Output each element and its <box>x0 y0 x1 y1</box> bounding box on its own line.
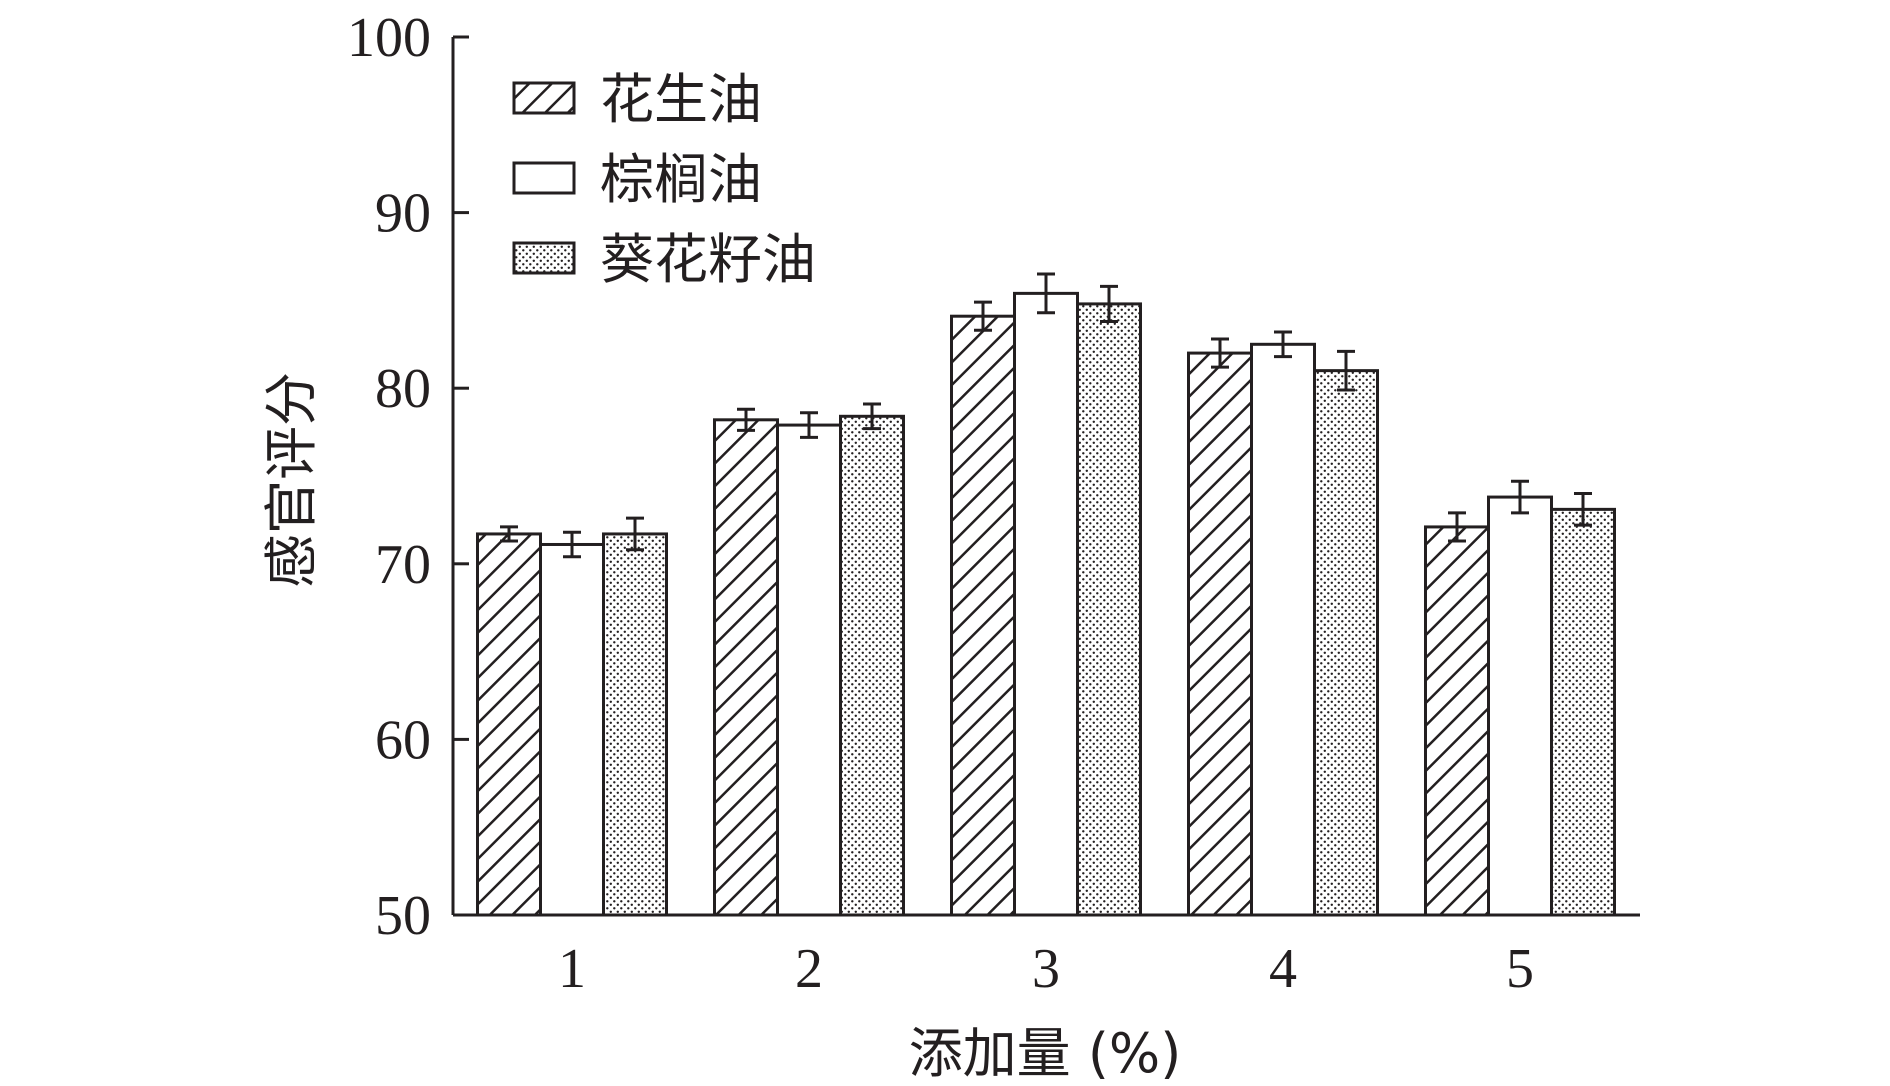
bar-sunflower-oil <box>1076 302 1142 917</box>
x-tick-label: 2 <box>795 938 823 1000</box>
y-tick-label: 70 <box>375 534 431 596</box>
legend-label-sunflower-oil: 葵花籽油 <box>600 228 816 291</box>
bar-sunflower-oil <box>602 532 668 917</box>
bar-palm-oil <box>1013 291 1079 917</box>
bar-peanut-oil <box>1187 351 1253 917</box>
legend-item-sunflower-oil: 葵花籽油 <box>512 228 816 291</box>
bar-sunflower-oil <box>1550 507 1616 917</box>
bar-palm-oil <box>776 423 842 917</box>
plot-area: 50 60 70 80 90 100 1 2 3 4 5 <box>347 7 1640 1000</box>
legend-swatch-peanut-oil <box>512 81 576 115</box>
bar-peanut-oil <box>1424 525 1490 917</box>
x-tick-label: 1 <box>558 938 586 1000</box>
x-tick-label: 3 <box>1032 938 1060 1000</box>
legend-swatch-palm-oil <box>512 161 576 195</box>
bar-palm-oil <box>1250 342 1316 917</box>
bar-palm-oil <box>539 542 605 917</box>
y-tick-label: 90 <box>375 183 431 245</box>
y-tick-label: 60 <box>375 709 431 771</box>
x-tick-label: 4 <box>1269 938 1297 1000</box>
legend-item-palm-oil: 棕榈油 <box>512 148 762 211</box>
bar-peanut-oil <box>950 314 1016 917</box>
legend-item-peanut-oil: 花生油 <box>512 68 762 131</box>
bar-sunflower-oil <box>1313 369 1379 917</box>
legend-label-peanut-oil: 花生油 <box>600 68 762 131</box>
y-axis-title: 感官评分 <box>260 372 323 588</box>
bar-sunflower-oil <box>839 414 905 917</box>
y-tick-label: 100 <box>347 7 431 69</box>
legend: 花生油 棕榈油 葵花籽油 <box>512 68 816 291</box>
bar-palm-oil <box>1487 495 1553 917</box>
legend-label-palm-oil: 棕榈油 <box>600 148 762 211</box>
bar-peanut-oil <box>476 532 542 917</box>
x-tick-label: 5 <box>1506 938 1534 1000</box>
y-tick-label: 50 <box>375 885 431 947</box>
bar-peanut-oil <box>713 418 779 917</box>
y-tick-label: 80 <box>375 358 431 420</box>
legend-swatch-sunflower-oil <box>512 241 576 275</box>
x-axis-title: 添加量 (%) <box>909 1022 1182 1085</box>
